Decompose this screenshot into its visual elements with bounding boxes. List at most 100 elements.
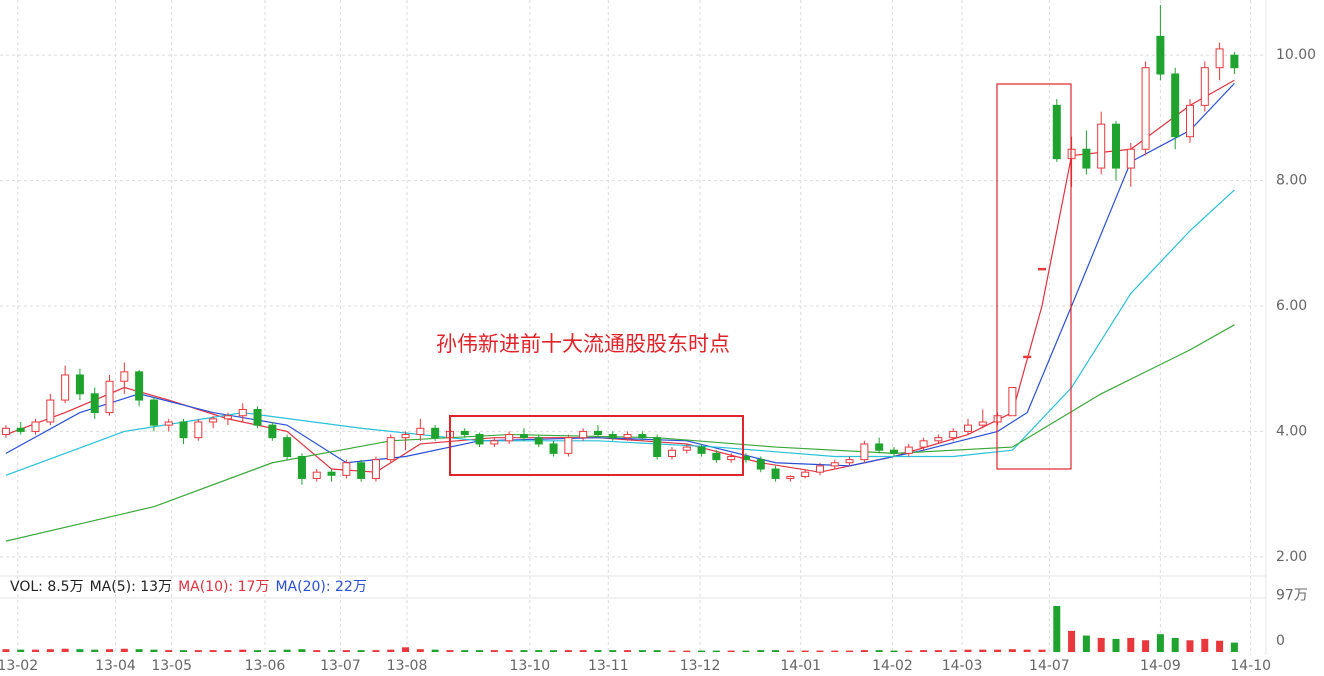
candle-body [712,452,721,461]
volume-bar [298,649,306,652]
volume-bar [905,650,913,652]
volume-bar [1216,640,1224,652]
volume-bar [816,650,824,652]
volume-bar [609,650,617,652]
volume-bar [1038,649,1046,652]
volume-bar [239,649,247,652]
volume-bar [1097,637,1105,652]
volume-bar [76,649,84,652]
candle-body [697,446,706,454]
candle-body [978,421,987,426]
candle-body [564,437,573,454]
legend-entry: MA(10): 17万 [178,579,269,595]
x-tick-label: 13-04 [95,658,136,674]
ma-line [5,189,1235,476]
volume-bar [1156,634,1164,652]
volume-bar [1053,605,1061,652]
candle-body [61,374,70,401]
candle-body [682,446,691,451]
y-tick-label: 8.00 [1276,173,1307,189]
candle-body [371,459,380,479]
candle-body [238,408,247,417]
volume-bar [1127,637,1135,652]
candle-body [223,415,232,420]
candle-body [75,374,84,395]
candle-body [845,459,854,464]
volume-bar [150,649,158,652]
candle-body [1037,267,1046,271]
volume-bar [209,650,217,652]
candle-body [1082,148,1091,169]
volume-bar [535,650,543,652]
volume-bar [964,649,972,652]
volume-bar [461,650,469,652]
volume-bar [727,650,735,652]
y-tick-label: 2.00 [1276,549,1307,565]
candle-body [1185,104,1194,138]
candle-body [164,421,173,426]
volume-bar [949,650,957,652]
volume-bar [875,650,883,652]
x-tick-label: 13-12 [680,658,721,674]
volume-bar [194,650,202,652]
y-tick-label: 4.00 [1276,423,1307,439]
candle-body [653,437,662,457]
volume-bar [180,650,188,652]
candle-body [608,434,617,439]
volume-bar [653,650,661,652]
candle-body [860,443,869,461]
volume-bar [801,650,809,652]
candle-body [919,440,928,448]
volume-bar [1008,649,1016,652]
volume-bar [860,650,868,652]
x-tick-label: 14-07 [1029,658,1070,674]
volume-bar [698,650,706,652]
candle-body [1141,67,1150,150]
volume-bar [402,647,410,652]
volume-bar [120,648,128,652]
candle-body [830,462,839,467]
x-tick-label: 14-01 [780,658,821,674]
volume-bar [890,650,898,652]
candle-body [904,446,913,454]
x-tick-label: 13-11 [588,658,629,674]
volume-bar [61,648,69,652]
candle-body [815,465,824,473]
candle-body [46,399,55,423]
legend-entry: VOL: 8.5万 [10,579,84,595]
legend-entry: MA(5): 13万 [90,579,172,595]
volume-bar [387,649,395,652]
volume-bar [372,650,380,652]
candle-body [638,434,647,439]
candle-body [268,424,277,439]
volume-bar [1068,630,1076,652]
volume-bar [224,650,232,652]
candle-body [386,437,395,461]
candle-body [179,421,188,439]
volume-bar [313,650,321,652]
candle-body [934,437,943,442]
x-tick-label: 14-02 [872,658,913,674]
volume-bar [254,650,262,652]
candle-body [771,468,780,479]
candle-body [1052,104,1061,160]
volume-bar [742,650,750,652]
ma-line [5,79,1235,473]
volume-bar [550,650,558,652]
candle-body [135,371,144,401]
candle-body [1126,148,1135,169]
volume-bar [638,650,646,652]
candle-body [786,476,795,479]
y-tick-label: 10.00 [1276,47,1316,63]
volume-bar [2,649,10,652]
volume-tick-label: 97万 [1276,587,1308,603]
candle-body [1,427,10,436]
volume-bar [1023,649,1031,652]
volume-bar [283,649,291,652]
x-tick-label: 14-03 [942,658,983,674]
candle-body [889,449,898,454]
volume-bar [91,649,99,652]
volume-bar [757,650,765,652]
volume-legend: VOL: 8.5万 MA(5): 13万 MA(10): 17万 MA(20): 22… [10,579,367,595]
